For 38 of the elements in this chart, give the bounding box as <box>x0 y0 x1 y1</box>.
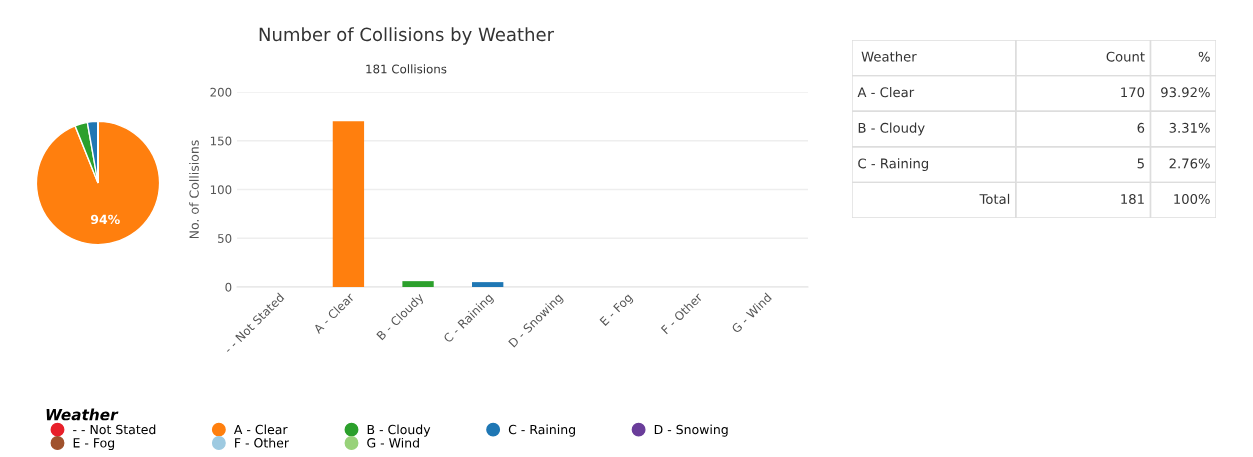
bar <box>472 282 504 287</box>
bar <box>332 121 365 287</box>
text: C - Raining <box>858 158 929 171</box>
legend-label: G - Wind <box>367 437 419 448</box>
category-label: Weather <box>861 51 917 62</box>
legend-label: E - Fog <box>73 438 115 450</box>
legend-label: - - Not Stated <box>73 424 156 435</box>
category-label: % <box>1198 51 1210 62</box>
text: 3.31% <box>1169 122 1210 133</box>
text: A - Clear <box>857 87 915 98</box>
y-tick-label: 200 <box>210 87 232 97</box>
y-axis-title: No. of Collisions <box>189 140 199 239</box>
x-tick-label: E - Fog <box>599 292 635 328</box>
y-tick-label: 100 <box>210 185 232 195</box>
legend-label: F - Other <box>235 437 289 448</box>
y-tick-label: 50 <box>218 233 232 243</box>
text: 170 <box>1121 87 1145 98</box>
text: 181 <box>1121 194 1144 205</box>
legend-label: D - Snowing <box>654 424 728 437</box>
category-label: Count <box>1106 51 1145 62</box>
legend-label: A - Clear <box>233 424 288 435</box>
text: Total <box>979 193 1010 205</box>
chart-subtitle: 181 Collisions <box>366 64 447 74</box>
text: 93.92% <box>1161 87 1210 98</box>
chart-title: Number of Collisions by Weather <box>259 27 555 45</box>
legend-label: B - Cloudy <box>367 424 431 437</box>
y-tick-label: 150 <box>210 136 232 146</box>
legend-title: Weather <box>46 408 119 421</box>
text: B - Cloudy <box>858 122 925 136</box>
data-label: 94% <box>90 214 120 225</box>
y-tick-label: 0 <box>225 282 232 292</box>
legend-label: C - Raining <box>508 424 575 437</box>
text: 100% <box>1174 194 1210 205</box>
text: 5 <box>1137 158 1144 169</box>
bar <box>402 281 434 287</box>
pie-slice <box>35 120 161 246</box>
text: 6 <box>1137 122 1145 133</box>
text: 2.76% <box>1169 158 1210 169</box>
